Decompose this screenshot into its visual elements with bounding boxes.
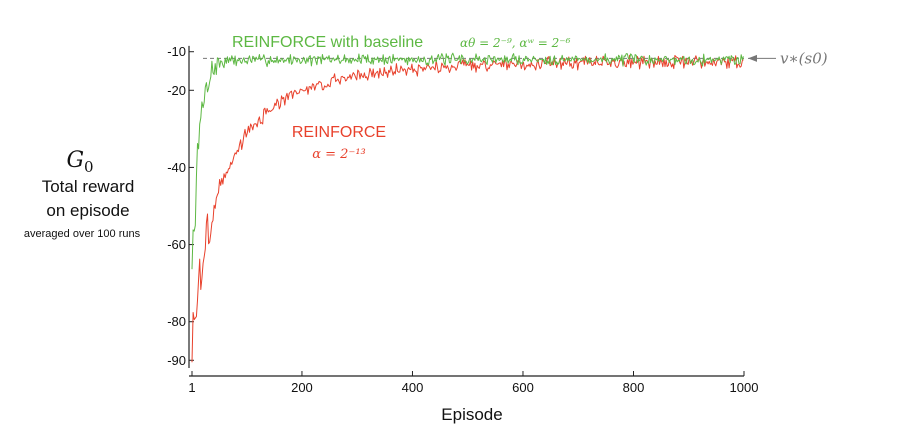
- x-tick-label: 400: [402, 380, 424, 395]
- y-axis-symbol-subscript: 0: [84, 158, 94, 176]
- reference-arrowhead: [748, 54, 757, 62]
- y-axis-title-line3: averaged over 100 runs: [24, 228, 141, 240]
- y-axis-title-line2: on episode: [46, 201, 129, 220]
- x-tick-label: 1: [188, 380, 195, 395]
- series-group: [191, 52, 744, 363]
- reference-label: v∗(s0): [780, 49, 828, 67]
- x-axis-title: Episode: [441, 405, 502, 424]
- series-line-reinforce: [191, 54, 744, 363]
- y-tick-label: -60: [167, 237, 186, 252]
- series-line-reinforce-with-baseline: [191, 52, 744, 270]
- y-axis-symbol-main: G: [66, 148, 84, 173]
- x-tick-label: 600: [512, 380, 534, 395]
- x-tick-label: 1000: [730, 380, 759, 395]
- y-tick-label: -80: [167, 314, 186, 329]
- series-params-reinforce: α = 2⁻¹³: [312, 147, 366, 162]
- y-tick-label: -40: [167, 160, 186, 175]
- x-axis: 1 200 400 600 800 1000: [188, 371, 758, 395]
- y-axis-title: G0 Total reward on episode averaged over…: [24, 148, 141, 240]
- y-axis-symbol: G0: [66, 148, 93, 176]
- y-tick-label: -90: [167, 353, 186, 368]
- series-label-reinforce: REINFORCE: [292, 124, 386, 141]
- reference-line-group: v∗(s0): [203, 49, 828, 67]
- y-tick-label: -10: [167, 44, 186, 59]
- annotations: REINFORCE with baseline αθ = 2⁻⁹, αʷ = 2⁻…: [232, 34, 571, 162]
- y-axis-title-line1: Total reward: [42, 177, 135, 196]
- x-tick-label: 200: [291, 380, 313, 395]
- series-label-baseline: REINFORCE with baseline: [232, 34, 423, 51]
- x-tick-label: 800: [623, 380, 645, 395]
- series-params-baseline: αθ = 2⁻⁹, αʷ = 2⁻⁶: [460, 36, 571, 50]
- y-axis: -10 -20 -40 -60 -80 -90: [167, 44, 194, 368]
- y-tick-label: -20: [167, 83, 186, 98]
